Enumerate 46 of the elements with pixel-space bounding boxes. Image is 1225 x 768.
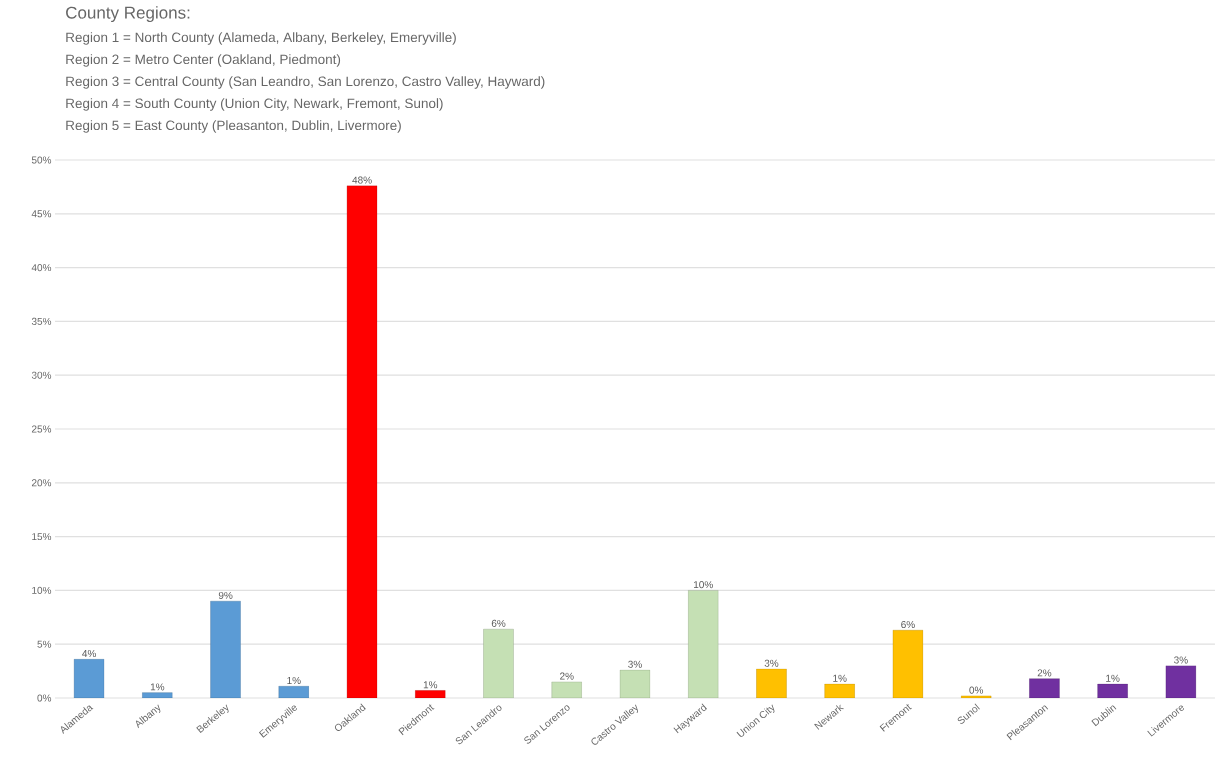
bar bbox=[415, 690, 446, 698]
y-tick-label: 15% bbox=[32, 533, 52, 541]
bar bbox=[756, 668, 787, 698]
text: Region 1 = North County (Alameda, Albany, Berkeley, Emeryville) bbox=[66, 32, 456, 45]
y-tick-label: 30% bbox=[31, 371, 52, 379]
data-label: 9% bbox=[218, 591, 233, 599]
bar bbox=[892, 630, 924, 698]
bar bbox=[1097, 683, 1128, 698]
data-label: 1% bbox=[423, 681, 438, 689]
data-label: 1% bbox=[287, 676, 301, 684]
data-label: 1% bbox=[150, 683, 165, 691]
bar bbox=[551, 681, 582, 698]
y-tick-label: 35% bbox=[31, 317, 52, 325]
text: Region 2 = Metro Center (Oakland, Piedmont) bbox=[66, 54, 341, 67]
data-label: 10% bbox=[694, 581, 713, 589]
data-label: 6% bbox=[491, 619, 506, 627]
data-label: 6% bbox=[901, 620, 915, 629]
y-tick-label: 40% bbox=[31, 264, 52, 272]
data-label: 3% bbox=[1174, 656, 1188, 664]
text: Region 3 = Central County (San Leandro, San Lorenzo, Castro Valley, Hayward) bbox=[66, 76, 545, 89]
y-tick-label: 5% bbox=[37, 640, 52, 648]
bar bbox=[619, 669, 651, 698]
data-label: 2% bbox=[560, 672, 574, 680]
y-tick-label: 50% bbox=[31, 156, 52, 164]
data-label: 3% bbox=[628, 660, 642, 668]
bar bbox=[1165, 665, 1197, 698]
data-label: 48% bbox=[352, 176, 372, 184]
chart-title: County Regions: bbox=[66, 6, 190, 23]
bar bbox=[278, 685, 310, 698]
y-tick-label: 45% bbox=[31, 210, 52, 218]
bar bbox=[483, 628, 514, 698]
bar bbox=[210, 600, 241, 698]
y-tick-label: 0% bbox=[37, 694, 52, 702]
data-label: 0% bbox=[969, 686, 984, 694]
data-label: 3% bbox=[764, 659, 779, 667]
data-label: 2% bbox=[1037, 669, 1052, 677]
bar bbox=[73, 659, 105, 698]
y-tick-label: 10% bbox=[32, 586, 52, 594]
data-label: 1% bbox=[1106, 674, 1120, 682]
data-label: 1% bbox=[833, 674, 847, 682]
y-tick-label: 20% bbox=[31, 479, 52, 487]
text: Region 4 = South County (Union City, Newark, Fremont, Sunol) bbox=[66, 98, 443, 111]
y-tick-label: 25% bbox=[31, 425, 52, 433]
data-label: 4% bbox=[82, 650, 96, 658]
text: Region 5 = East County (Pleasanton, Dublin, Livermore) bbox=[66, 120, 401, 133]
bar bbox=[824, 683, 855, 698]
